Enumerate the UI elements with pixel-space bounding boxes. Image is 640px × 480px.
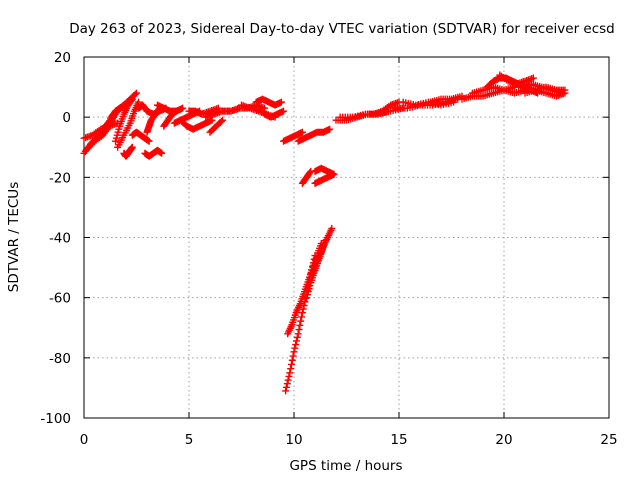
data-point — [284, 376, 292, 384]
data-point — [297, 317, 305, 325]
data-point — [298, 313, 306, 321]
data-point — [330, 170, 338, 178]
data-point — [217, 117, 225, 125]
x-axis-label: GPS time / hours — [289, 458, 402, 474]
y-tick-label: -80 — [49, 351, 71, 367]
axis-ticks: 0 5 10 15 20 25 -100 -80 -60 -40 -20 0 20 — [40, 50, 617, 448]
data-point — [287, 365, 295, 373]
data-point — [282, 383, 290, 391]
data-point — [214, 104, 222, 112]
data-point — [287, 360, 295, 368]
data-point — [326, 125, 334, 133]
data-point — [277, 98, 285, 106]
x-tick-label: 25 — [600, 432, 617, 448]
data-point — [296, 321, 304, 329]
y-tick-label: -60 — [49, 291, 71, 307]
data-point — [172, 107, 180, 115]
y-tick-label: -20 — [49, 170, 71, 186]
data-point — [293, 337, 301, 345]
data-point — [283, 380, 291, 388]
data-point — [298, 309, 306, 317]
data-series — [80, 71, 569, 395]
y-tick-label: -40 — [49, 231, 71, 247]
data-point — [127, 96, 135, 104]
data-point — [133, 89, 140, 97]
x-tick-label: 5 — [185, 432, 194, 448]
data-point — [294, 330, 302, 338]
data-point — [286, 369, 294, 377]
data-point — [282, 387, 290, 395]
data-point — [289, 352, 297, 360]
data-point — [293, 333, 301, 341]
data-point — [158, 149, 166, 157]
data-point — [128, 143, 136, 151]
chart-title: Day 263 of 2023, Sidereal Day-to-day VTE… — [69, 21, 615, 37]
y-axis-label: SDTVAR / TECUs — [6, 182, 22, 292]
data-point — [306, 169, 314, 177]
data-point — [135, 98, 143, 106]
data-point — [128, 95, 136, 103]
data-point — [291, 344, 299, 352]
data-point — [295, 326, 303, 334]
x-tick-label: 15 — [390, 432, 407, 448]
data-point — [131, 90, 139, 98]
x-tick-label: 0 — [80, 432, 89, 448]
data-point — [280, 107, 287, 115]
data-point — [285, 372, 293, 380]
x-tick-label: 20 — [495, 432, 512, 448]
data-point — [298, 128, 306, 136]
data-point — [288, 356, 296, 364]
data-point — [219, 116, 227, 124]
data-point — [179, 104, 187, 112]
data-point — [292, 341, 300, 349]
data-point — [322, 237, 329, 245]
data-point — [145, 137, 153, 145]
y-tick-label: 20 — [54, 50, 71, 66]
y-tick-label: 0 — [62, 110, 71, 126]
data-point — [529, 74, 537, 82]
y-tick-label: -100 — [40, 411, 71, 427]
data-point — [328, 224, 336, 232]
data-point — [559, 89, 567, 97]
data-point — [290, 348, 298, 356]
x-tick-label: 10 — [285, 432, 302, 448]
